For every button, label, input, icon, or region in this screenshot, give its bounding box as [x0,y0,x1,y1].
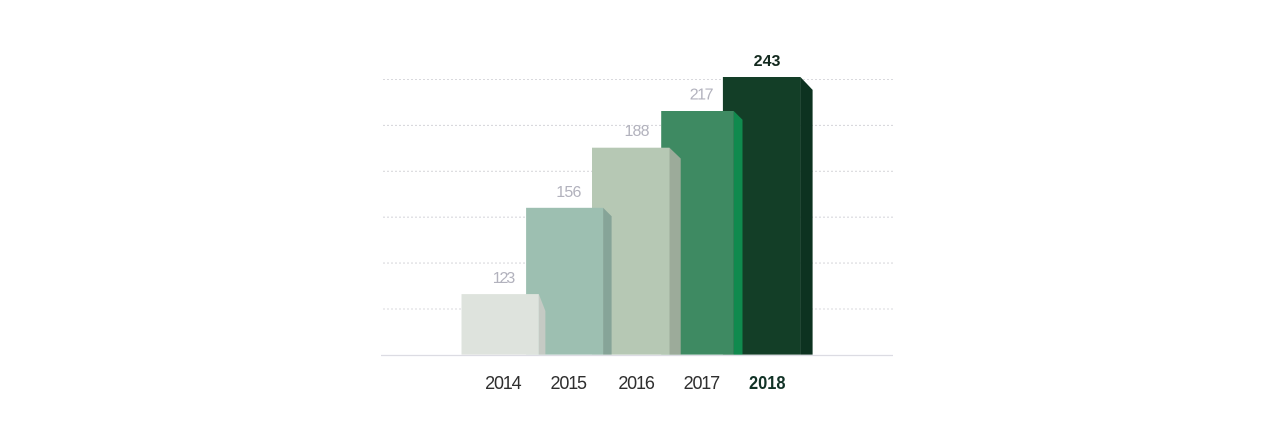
svg-text:188: 188 [625,123,650,140]
svg-text:2014: 2014 [485,373,522,393]
svg-text:2015: 2015 [551,373,588,393]
svg-text:2017: 2017 [684,373,721,393]
svg-text:156: 156 [556,184,581,201]
svg-text:217: 217 [690,87,714,104]
svg-text:2018: 2018 [749,373,786,393]
svg-text:123: 123 [493,270,516,287]
svg-text:2016: 2016 [618,373,655,393]
svg-text:243: 243 [754,53,781,70]
